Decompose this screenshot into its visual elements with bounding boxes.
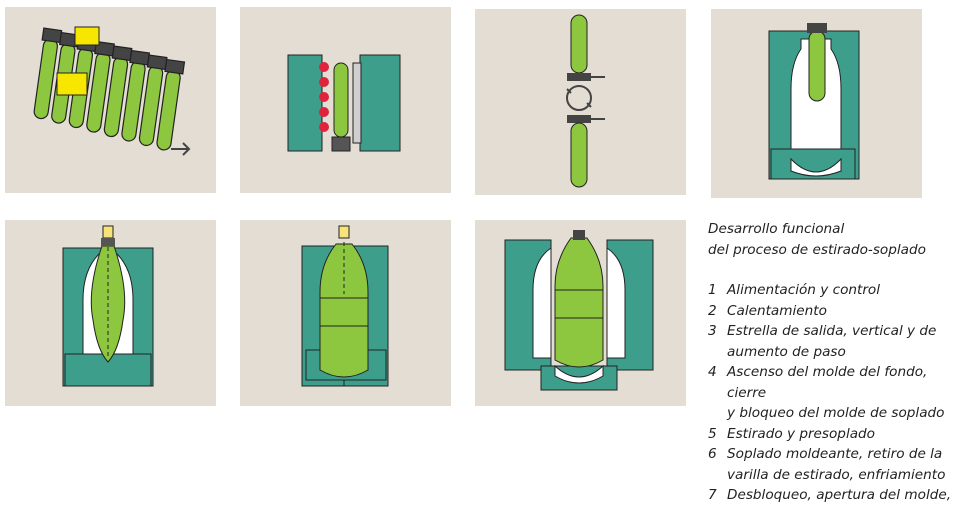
legend-item-number: 3 xyxy=(708,323,717,339)
step-3-panel xyxy=(475,9,686,195)
legend-item-text: Soplado moldeante, retiro de la xyxy=(727,446,943,462)
legend-item: 2 Calentamiento xyxy=(708,301,960,322)
blown-bottle xyxy=(319,243,369,378)
legend-item-number: 4 xyxy=(708,364,717,380)
preform-upper xyxy=(570,14,588,74)
control-block-top xyxy=(74,26,100,46)
reflector xyxy=(352,62,362,144)
legend-title-line-2: del proceso de estirado-soplado xyxy=(708,241,926,258)
legend: Desarrollo funcional del proceso de esti… xyxy=(708,219,960,510)
legend-item-text: y bloqueo del molde de soplado xyxy=(727,405,945,421)
step-2-panel xyxy=(240,7,451,193)
legend-item-text: descenso del molde del fondo xyxy=(727,506,960,510)
legend-item-text: Estirado y presoplado xyxy=(727,425,875,442)
legend-item-text: varilla de estirado, enfriamiento xyxy=(727,466,946,483)
finished-bottle xyxy=(554,237,604,368)
legend-item-text: Ascenso del molde del fondo, cierre xyxy=(727,364,928,401)
legend-item-text: Desbloqueo, apertura del molde, xyxy=(727,487,952,503)
preform xyxy=(808,30,826,102)
legend-item-text: aumento de paso xyxy=(727,343,846,360)
legend-item: 3 Estrella de salida, vertical y de aumen… xyxy=(708,321,960,362)
step-1-panel xyxy=(5,7,216,193)
preform-row xyxy=(33,27,186,151)
legend-item-number: 5 xyxy=(708,425,717,442)
heater-left xyxy=(287,54,323,152)
heater-lamps xyxy=(319,62,329,132)
legend-item: 7 Desbloqueo, apertura del molde, descens… xyxy=(708,485,960,510)
heater-right xyxy=(359,54,401,152)
step-7-panel xyxy=(475,220,686,406)
legend-item-text: Calentamiento xyxy=(727,302,827,319)
preform-neck xyxy=(331,136,351,152)
step-5-panel xyxy=(5,220,216,406)
legend-item-text: Estrella de salida, vertical y de xyxy=(727,323,937,339)
legend-item: 5 Estirado y presoplado xyxy=(708,424,960,445)
legend-title-line-1: Desarrollo funcional xyxy=(708,221,845,237)
legend-item-text: Alimentación y control xyxy=(727,282,881,298)
step-6-panel xyxy=(240,220,451,406)
legend-item-number: 2 xyxy=(708,302,717,319)
legend-item-number: 1 xyxy=(708,282,717,298)
legend-item-number: 7 xyxy=(708,487,717,503)
preform-lower xyxy=(570,122,588,188)
control-block-bottom xyxy=(56,72,88,96)
preform xyxy=(333,62,349,138)
rotation-star-icon xyxy=(566,85,592,111)
step-4-panel xyxy=(711,9,922,198)
direction-arrow-icon xyxy=(171,142,191,156)
legend-item-number: 6 xyxy=(708,446,717,462)
legend-item: 4 Ascenso del molde del fondo, cierre y b… xyxy=(708,362,960,424)
mold-base xyxy=(540,365,618,391)
legend-item: 6 Soplado moldeante, retiro de la varilla… xyxy=(708,444,960,485)
legend-item: 1 Alimentación y control xyxy=(708,280,960,301)
